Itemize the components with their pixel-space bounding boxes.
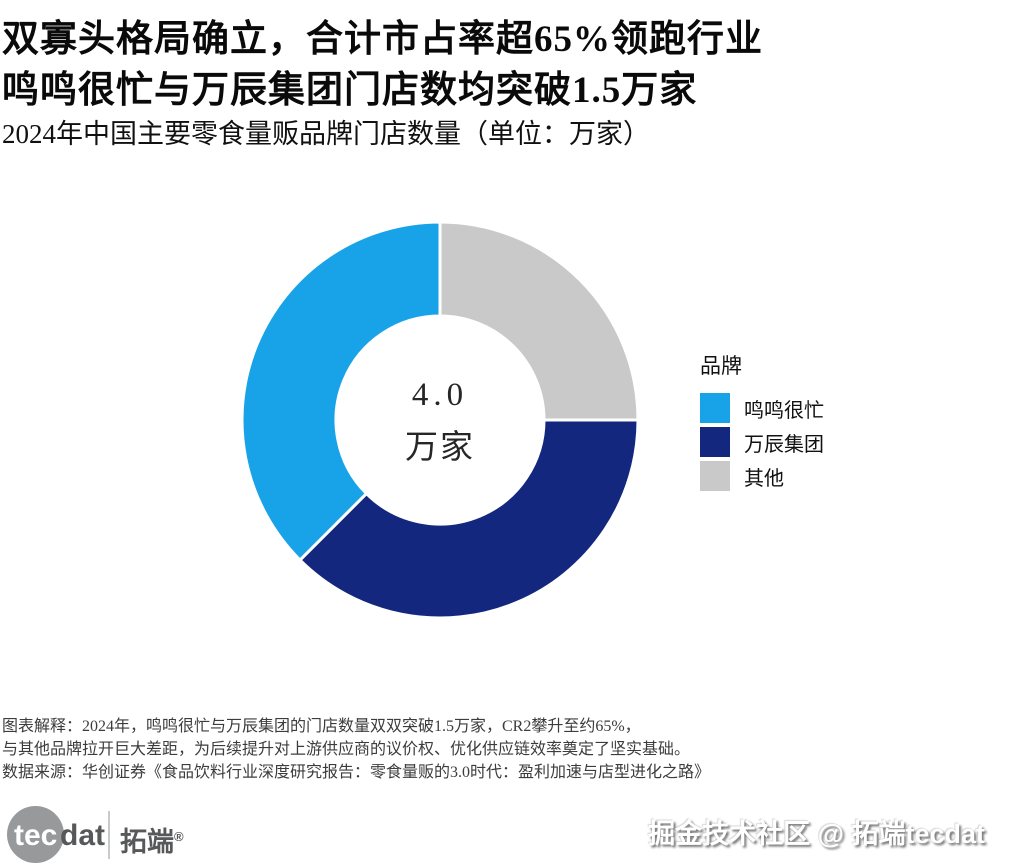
donut-segment-鸣鸣很忙 [240, 220, 442, 563]
donut-segments [240, 220, 640, 620]
legend-swatch-wanchen [700, 427, 730, 457]
donut-segment-万辰集团 [297, 418, 640, 620]
legend-item: 万辰集团 [700, 427, 824, 457]
tecdat-logo: tec dat 拓端® [7, 806, 207, 864]
legend-swatch-mingming [700, 393, 730, 423]
chart-subtitle: 2024年中国主要零食量贩品牌门店数量（单位：万家） [2, 119, 650, 149]
legend-label: 万辰集团 [744, 433, 824, 456]
watermark-text: 掘金技术社区 @ 拓端tecdat [648, 819, 985, 849]
logo-text-cn: 拓端® [120, 820, 184, 859]
legend: 品牌 鸣鸣很忙 万辰集团 其他 [700, 350, 824, 495]
note-line: 数据来源：华创证券《食品饮料行业深度研究报告：零食量贩的3.0时代：盈利加速与店… [2, 764, 711, 781]
chart-notes: 图表解释：2024年，鸣鸣很忙与万辰集团的门店数量双双突破1.5万家，CR2攀升… [2, 715, 710, 784]
registered-mark: ® [174, 829, 184, 844]
donut-chart [230, 210, 650, 630]
note-line: 与其他品牌拉开巨大差距，为后续提升对上游供应商的议价权、优化供应链效率奠定了坚实… [2, 741, 691, 758]
legend-title: 品牌 [700, 354, 742, 378]
legend-item: 鸣鸣很忙 [700, 393, 824, 423]
note-line: 图表解释：2024年，鸣鸣很忙与万辰集团的门店数量双双突破1.5万家，CR2攀升… [2, 718, 641, 735]
logo-divider [108, 811, 110, 859]
donut-center-value: 4.0 [411, 377, 469, 413]
chart-title-line1: 双寡头格局确立，合计市占率超65%领跑行业 [2, 19, 763, 60]
donut-segment-其他 [438, 220, 640, 422]
logo-text-tec: tec [14, 819, 58, 852]
logo-cn-chars: 拓端 [120, 827, 174, 857]
chart-title-line2: 鸣鸣很忙与万辰集团门店数均突破1.5万家 [2, 70, 698, 111]
legend-label: 其他 [744, 467, 784, 490]
logo-text-dat: dat [60, 819, 105, 852]
legend-swatch-others [700, 461, 730, 491]
legend-label: 鸣鸣很忙 [744, 399, 824, 422]
donut-center-unit: 万家 [405, 430, 475, 466]
logo-circle-icon [7, 806, 64, 863]
legend-item: 其他 [700, 461, 824, 491]
